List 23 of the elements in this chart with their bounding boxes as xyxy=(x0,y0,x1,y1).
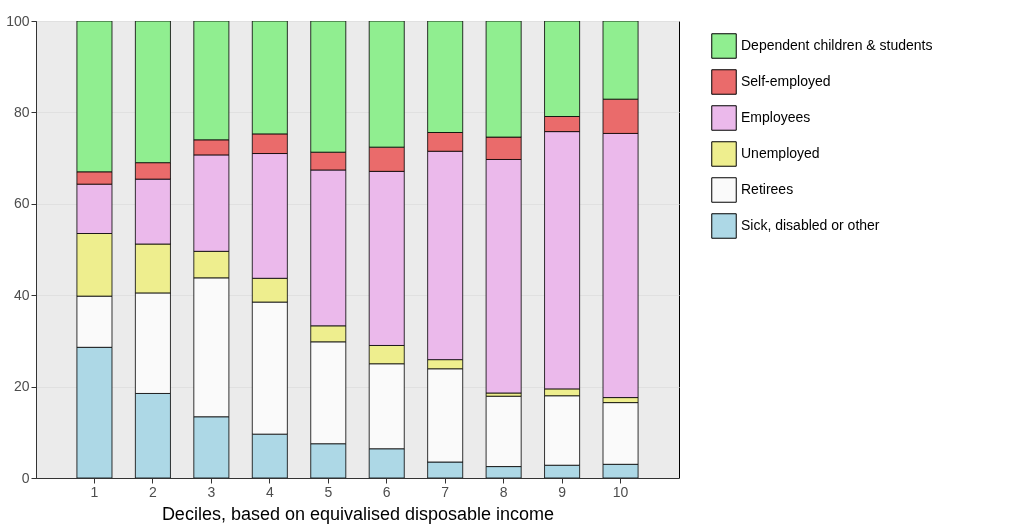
legend-label: Dependent children & students xyxy=(741,37,933,53)
x-tick-label: 7 xyxy=(441,483,450,500)
x-axis-title: Deciles, based on equivalised disposable income xyxy=(161,503,555,524)
y-tick-label: 60 xyxy=(13,195,30,212)
legend-label: Sick, disabled or other xyxy=(741,217,880,233)
x-tick-label: 3 xyxy=(207,483,216,500)
y-tick-label: 20 xyxy=(13,378,30,395)
x-tick-label: 8 xyxy=(499,483,508,500)
y-tick-label: 0 xyxy=(21,469,30,486)
y-tick-label: 80 xyxy=(13,103,30,120)
y-tick-label: 100 xyxy=(6,12,30,29)
legend-label: Employees xyxy=(741,109,811,125)
x-tick-label: 10 xyxy=(612,483,629,500)
x-tick-label: 6 xyxy=(382,483,391,500)
y-tick-label: 40 xyxy=(13,286,30,303)
x-tick-label: 4 xyxy=(265,483,274,500)
x-tick-label: 2 xyxy=(149,483,158,500)
x-tick-label: 9 xyxy=(558,483,567,500)
legend-label: Self-employed xyxy=(741,73,831,89)
legend-label: Unemployed xyxy=(741,145,820,161)
x-tick-label: 1 xyxy=(90,483,99,500)
x-tick-label: 5 xyxy=(324,483,333,500)
legend-label: Retirees xyxy=(741,181,794,197)
